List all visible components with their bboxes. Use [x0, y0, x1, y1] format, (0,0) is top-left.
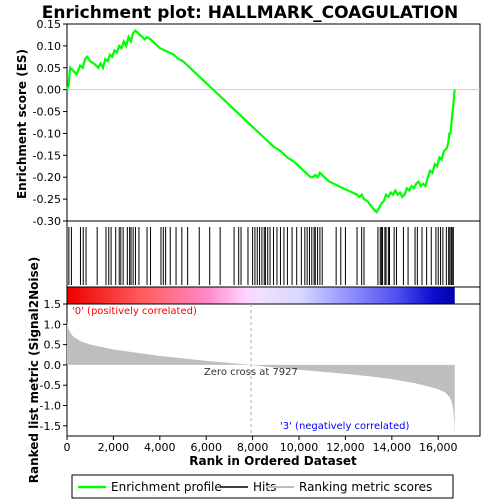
metric-y-tick-label: 1.5 — [44, 298, 62, 311]
metric-x-label: Rank in Ordered Dataset — [189, 454, 357, 468]
zero-cross-label: Zero cross at 7927 — [204, 367, 298, 378]
es-y-tick-label: 0.15 — [37, 18, 62, 31]
metric-y-axis: 1.5 1.0 0.5 0.0 -0.5 -1.0 -1.5 — [40, 298, 67, 433]
metric-x-tick-label: 6,000 — [190, 441, 222, 454]
negative-label: '3' (negatively correlated) — [280, 421, 409, 432]
es-series-line — [65, 29, 456, 214]
metric-y-tick-label: -0.5 — [40, 379, 61, 392]
es-y-tick-label: 0.00 — [37, 84, 62, 97]
es-panel: 0.15 0.10 0.05 0.00 -0.05 -0.10 -0.15 -0.20 -0.2… — [15, 18, 481, 228]
metric-x-tick-label: 8,000 — [237, 441, 269, 454]
metric-x-tick-label: 16,000 — [419, 441, 458, 454]
es-y-tick-label: -0.15 — [33, 149, 61, 162]
es-y-tick-label: -0.30 — [33, 215, 61, 228]
es-y-tick-label: -0.25 — [33, 193, 61, 206]
metric-y-label: Ranked list metric (Signal2Noise) — [27, 257, 41, 484]
legend-label-hits: Hits — [253, 480, 276, 494]
metric-x-tick-label: 12,000 — [326, 441, 365, 454]
es-y-tick-label: 0.05 — [37, 62, 62, 75]
metric-x-tick-label: 10,000 — [280, 441, 319, 454]
metric-y-tick-label: 0.0 — [44, 359, 62, 372]
legend-label-enrichment: Enrichment profile — [111, 480, 222, 494]
rank-color-bar — [66, 286, 481, 305]
metric-x-tick-label: 0 — [64, 441, 71, 454]
es-y-label: Enrichment score (ES) — [15, 49, 29, 199]
metric-x-tick-label: 2,000 — [98, 441, 130, 454]
legend-label-ranking: Ranking metric scores — [299, 480, 432, 494]
metric-x-axis: 0 2,000 4,000 6,000 8,000 10,000 12,000 14,000 1… — [64, 436, 458, 454]
color-bar-fill — [67, 287, 455, 304]
es-y-tick-label: -0.05 — [33, 106, 61, 119]
es-plot-frame — [66, 23, 481, 222]
metric-x-tick-label: 4,000 — [144, 441, 176, 454]
metric-y-tick-label: 0.5 — [44, 339, 62, 352]
metric-y-tick-label: 1.0 — [44, 318, 62, 331]
metric-y-tick-label: -1.0 — [40, 400, 61, 413]
chart-title: Enrichment plot: HALLMARK_COAGULATION — [42, 3, 459, 23]
es-y-tick-label: -0.10 — [33, 127, 61, 140]
metric-x-tick-label: 14,000 — [373, 441, 412, 454]
es-y-tick-label: -0.20 — [33, 171, 61, 184]
legend: Enrichment profile Hits Ranking metric s… — [71, 474, 454, 499]
positive-label: '0' (positively correlated) — [72, 306, 197, 317]
metric-y-tick-label: -1.5 — [40, 420, 61, 433]
metric-panel: Zero cross at 7927 '0' (positively corre… — [27, 257, 481, 484]
es-y-tick-label: 0.10 — [37, 40, 62, 53]
hit-marks — [68, 227, 454, 285]
hits-panel — [66, 220, 481, 288]
es-y-axis: 0.15 0.10 0.05 0.00 -0.05 -0.10 -0.15 -0.20 -0.2… — [33, 18, 67, 228]
legend-frame — [71, 474, 454, 499]
